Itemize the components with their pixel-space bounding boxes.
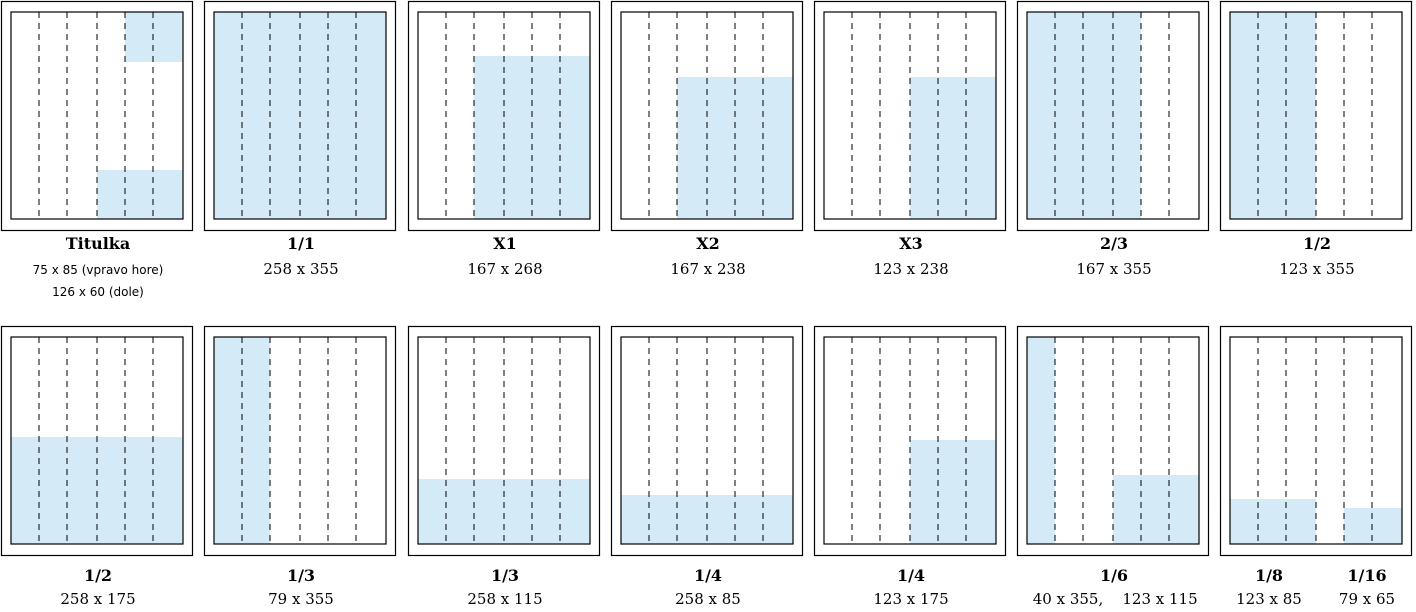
caption-dim: 258 x 115: [467, 590, 542, 608]
caption-third-vertical: 1/3 79 x 355: [268, 566, 334, 608]
page-inner-frame: [1026, 11, 1200, 220]
ad-area: [1344, 508, 1402, 544]
caption-dim: 123 x 115: [1122, 590, 1197, 608]
caption-title: 1/3: [491, 566, 519, 585]
page-inner-frame: [1229, 11, 1403, 220]
caption-title: 1/3: [287, 566, 315, 585]
panel-full-page: [203, 0, 397, 232]
ad-area: [1230, 12, 1316, 219]
caption-dim: 167 x 268: [467, 260, 542, 278]
page-inner-frame: [417, 336, 591, 545]
caption-title: X1: [493, 234, 517, 253]
page-inner-frame: [823, 336, 997, 545]
caption-dim: 258 x 355: [263, 260, 338, 278]
panel-x2: [610, 0, 804, 232]
caption-half-vertical: 1/2 123 x 355: [1279, 234, 1354, 278]
caption-x2: X2 167 x 238: [670, 234, 745, 278]
panel-third-vertical: [203, 325, 397, 557]
ad-area: [1027, 12, 1141, 219]
ad-area: [910, 440, 996, 544]
page-inner-frame: [213, 11, 387, 220]
ad-area: [1113, 475, 1199, 544]
caption-title: 2/3: [1100, 234, 1128, 253]
caption-dim: 126 x 60 (dole): [52, 285, 144, 299]
ad-area: [97, 170, 183, 219]
caption-dim: 123 x 238: [873, 260, 948, 278]
caption-dim: 40 x 355,: [1033, 590, 1103, 608]
caption-title: 1/8: [1255, 566, 1283, 585]
panel-two-thirds: [1016, 0, 1210, 232]
panel-sixth: [1016, 325, 1210, 557]
panel-titulka: [0, 0, 194, 232]
panel-quarter-horizontal: [610, 325, 804, 557]
caption-title: X2: [696, 234, 720, 253]
page-inner-frame: [1229, 336, 1403, 545]
caption-sixth: 1/6 40 x 355, 123 x 115: [1033, 566, 1198, 608]
caption-dim: 79 x 65: [1339, 590, 1395, 608]
caption-dim: 79 x 355: [268, 590, 334, 608]
caption-title: Titulka: [66, 234, 131, 253]
caption-dim: 123 x 355: [1279, 260, 1354, 278]
caption-dim: 167 x 355: [1076, 260, 1151, 278]
caption-title: 1/4: [897, 566, 925, 585]
caption-third-horizontal: 1/3 258 x 115: [467, 566, 542, 608]
page-inner-frame: [417, 11, 591, 220]
page-inner-frame: [1026, 336, 1200, 545]
caption-dim: 123 x 85: [1236, 590, 1302, 608]
caption-two-thirds: 2/3 167 x 355: [1076, 234, 1151, 278]
caption-sixteenth: 1/16 79 x 65: [1339, 566, 1395, 608]
page-inner-frame: [213, 336, 387, 545]
panel-half-vertical: [1219, 0, 1413, 232]
caption-dim: 167 x 238: [670, 260, 745, 278]
caption-title: 1/16: [1347, 566, 1386, 585]
caption-half-horizontal: 1/2 258 x 175: [60, 566, 135, 608]
caption-dim: 123 x 175: [873, 590, 948, 608]
page-inner-frame: [10, 11, 184, 220]
caption-x1: X1 167 x 268: [467, 234, 542, 278]
caption-full-page: 1/1 258 x 355: [263, 234, 338, 278]
caption-title: 1/2: [84, 566, 112, 585]
page-inner-frame: [10, 336, 184, 545]
ad-area: [910, 77, 996, 219]
caption-quarter-horizontal: 1/4 258 x 85: [675, 566, 741, 608]
caption-title: 1/6: [1100, 566, 1128, 585]
caption-dim: 258 x 85: [675, 590, 741, 608]
caption-title: 1/2: [1303, 234, 1331, 253]
panel-x3: [813, 0, 1007, 232]
page-inner-frame: [823, 11, 997, 220]
ad-area: [418, 479, 590, 544]
page-inner-frame: [620, 11, 794, 220]
caption-eighth: 1/8 123 x 85: [1236, 566, 1302, 608]
ad-area: [1230, 499, 1316, 544]
panel-eighth-sixteenth: [1219, 325, 1413, 557]
caption-x3: X3 123 x 238: [873, 234, 948, 278]
ad-area: [1027, 337, 1055, 544]
ad-area: [125, 12, 183, 62]
caption-titulka: Titulka 75 x 85 (vpravo hore) 126 x 60 (…: [33, 234, 164, 299]
caption-title: X3: [899, 234, 923, 253]
caption-dim: 258 x 175: [60, 590, 135, 608]
caption-quarter-block: 1/4 123 x 175: [873, 566, 948, 608]
caption-title: 1/4: [694, 566, 722, 585]
panel-half-horizontal: [0, 325, 194, 557]
panel-quarter-block: [813, 325, 1007, 557]
caption-title: 1/1: [287, 234, 315, 253]
panel-x1: [407, 0, 601, 232]
caption-dim: 75 x 85 (vpravo hore): [33, 263, 164, 277]
panel-third-horizontal: [407, 325, 601, 557]
page-inner-frame: [620, 336, 794, 545]
